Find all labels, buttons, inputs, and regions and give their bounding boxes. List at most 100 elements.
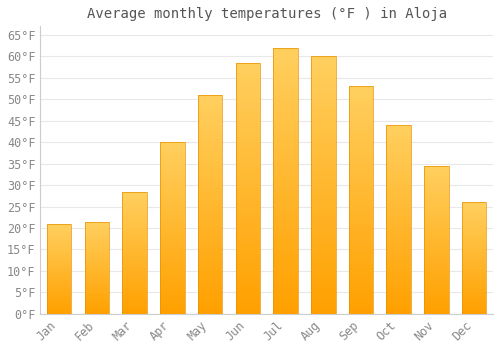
Bar — [47, 305, 72, 307]
Bar — [198, 169, 222, 174]
Bar — [274, 96, 298, 101]
Bar — [84, 264, 109, 266]
Bar — [84, 262, 109, 264]
Bar — [462, 274, 486, 276]
Bar — [160, 166, 184, 170]
Bar — [274, 303, 298, 309]
Bar — [160, 211, 184, 214]
Bar — [274, 106, 298, 112]
Bar — [274, 181, 298, 186]
Bar — [236, 218, 260, 224]
Bar — [122, 253, 147, 255]
Bar — [47, 260, 72, 261]
Bar — [462, 256, 486, 258]
Bar — [198, 117, 222, 121]
Bar — [160, 214, 184, 218]
Bar — [198, 95, 222, 314]
Bar — [122, 216, 147, 218]
Bar — [160, 252, 184, 256]
Bar — [311, 195, 336, 201]
Bar — [198, 152, 222, 156]
Bar — [47, 256, 72, 258]
Bar — [198, 191, 222, 196]
Bar — [236, 153, 260, 158]
Bar — [236, 193, 260, 198]
Bar — [160, 180, 184, 183]
Bar — [386, 306, 411, 310]
Bar — [236, 284, 260, 289]
Bar — [236, 264, 260, 269]
Bar — [84, 304, 109, 307]
Bar — [198, 126, 222, 130]
Bar — [462, 202, 486, 314]
Bar — [274, 144, 298, 149]
Bar — [424, 166, 448, 314]
Bar — [462, 249, 486, 251]
Bar — [311, 56, 336, 314]
Bar — [84, 279, 109, 281]
Bar — [424, 193, 448, 195]
Bar — [198, 165, 222, 169]
Bar — [160, 256, 184, 259]
Bar — [198, 296, 222, 301]
Bar — [274, 133, 298, 138]
Bar — [311, 299, 336, 303]
Bar — [47, 290, 72, 292]
Bar — [47, 303, 72, 305]
Bar — [160, 190, 184, 194]
Bar — [386, 201, 411, 204]
Bar — [274, 85, 298, 90]
Bar — [47, 265, 72, 267]
Bar — [84, 294, 109, 295]
Bar — [424, 258, 448, 260]
Bar — [386, 193, 411, 197]
Bar — [274, 287, 298, 293]
Bar — [424, 255, 448, 258]
Bar — [386, 253, 411, 257]
Bar — [424, 172, 448, 175]
Bar — [122, 282, 147, 285]
Bar — [311, 144, 336, 149]
Bar — [198, 231, 222, 235]
Bar — [311, 92, 336, 98]
Bar — [274, 117, 298, 122]
Bar — [122, 285, 147, 287]
Bar — [348, 155, 374, 159]
Bar — [274, 58, 298, 64]
Bar — [311, 262, 336, 267]
Bar — [348, 150, 374, 155]
Bar — [274, 74, 298, 80]
Bar — [274, 234, 298, 239]
Bar — [236, 248, 260, 254]
Bar — [122, 275, 147, 277]
Bar — [47, 228, 72, 229]
Bar — [311, 267, 336, 273]
Bar — [47, 307, 72, 308]
Bar — [122, 233, 147, 236]
Bar — [236, 108, 260, 113]
Bar — [122, 214, 147, 216]
Bar — [462, 309, 486, 312]
Bar — [274, 256, 298, 261]
Bar — [348, 100, 374, 105]
Bar — [236, 178, 260, 183]
Bar — [84, 284, 109, 286]
Bar — [47, 234, 72, 236]
Bar — [386, 159, 411, 163]
Bar — [122, 218, 147, 221]
Bar — [84, 301, 109, 303]
Bar — [47, 280, 72, 281]
Bar — [84, 234, 109, 236]
Bar — [160, 276, 184, 280]
Bar — [47, 267, 72, 269]
Bar — [462, 269, 486, 272]
Bar — [47, 281, 72, 283]
Bar — [236, 123, 260, 128]
Bar — [386, 144, 411, 148]
Bar — [462, 276, 486, 278]
Bar — [160, 286, 184, 290]
Bar — [424, 278, 448, 281]
Bar — [348, 278, 374, 282]
Bar — [348, 132, 374, 136]
Bar — [348, 250, 374, 255]
